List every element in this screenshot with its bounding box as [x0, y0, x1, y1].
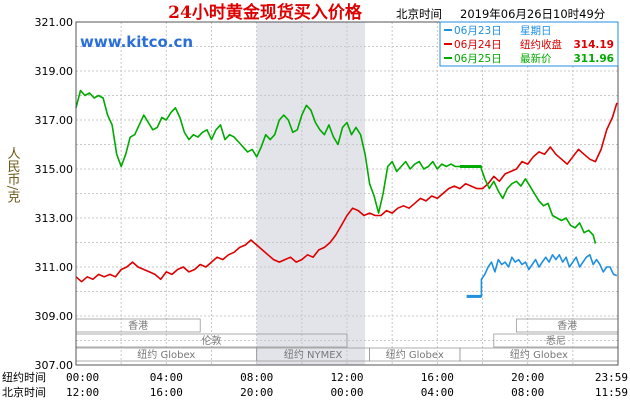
- market-session-label: 纽约 Globex: [510, 348, 568, 361]
- x-tick-label: 04:00: [150, 371, 183, 384]
- series-line-2: [75, 102, 618, 283]
- x-tick-label: 00:00: [66, 371, 99, 384]
- legend-label: 星期日: [520, 25, 552, 37]
- y-tick-label: 309.00: [35, 310, 74, 323]
- y-tick-label: 319.00: [35, 65, 74, 78]
- legend: 06月23日 星期日 06月24日 纽约收盘 314.19 06月25日 最新价 311.96: [439, 21, 619, 67]
- legend-label: 纽约收盘: [520, 38, 562, 51]
- market-session-label: 香港: [557, 320, 577, 332]
- y-axis-label: 人民币/克: [5, 147, 21, 205]
- x-axis-row-label: 纽约时间: [2, 370, 46, 384]
- market-session-label: 香港: [128, 320, 148, 332]
- legend-value: 314.19: [573, 39, 614, 51]
- market-session-label: 纽约 Globex: [386, 348, 444, 361]
- x-tick-label: 16:00: [421, 371, 454, 384]
- y-tick-label: 317.00: [35, 114, 74, 127]
- series-line-3: [75, 89, 597, 244]
- market-session-label: 伦敦: [202, 334, 222, 347]
- y-tick-label: 321.00: [35, 16, 74, 29]
- y-axis-label-text: 人民币/克: [5, 147, 21, 205]
- y-tick-label: 315.00: [35, 163, 74, 176]
- x-tick-label: 12:00: [330, 371, 363, 384]
- series-line-1: [466, 254, 618, 298]
- timezone-label: 北京时间: [396, 7, 442, 21]
- chart-title: 24小时黄金现货买入价格: [168, 2, 363, 23]
- x-tick-label: 20:00: [240, 386, 273, 399]
- plot-frame: [75, 21, 619, 366]
- y-tick-label: 313.00: [35, 212, 74, 225]
- x-tick-label: 11:59: [595, 386, 628, 399]
- legend-value: 311.96: [573, 53, 614, 65]
- market-session-label: 纽约 Globex: [137, 348, 195, 361]
- legend-date: 06月25日: [454, 53, 502, 65]
- y-tick-label: 311.00: [35, 261, 74, 274]
- legend-date: 06月23日: [454, 25, 502, 37]
- x-tick-label: 08:00: [511, 386, 544, 399]
- legend-date: 06月24日: [454, 39, 502, 51]
- market-session-label: 纽约 NYMEX: [284, 348, 343, 361]
- x-tick-label: 12:00: [66, 386, 99, 399]
- y-tick-label: 307.00: [35, 359, 74, 372]
- x-tick-label: 08:00: [240, 371, 273, 384]
- x-axis-row-label: 北京时间: [2, 385, 46, 399]
- market-session-label: 悉尼: [546, 335, 566, 347]
- x-tick-label: 23:59: [595, 371, 628, 384]
- x-tick-label: 00:00: [330, 386, 363, 399]
- legend-label: 最新价: [520, 52, 552, 65]
- x-tick-label: 16:00: [150, 386, 183, 399]
- watermark: www.kitco.cn: [80, 33, 193, 51]
- legend-box: [439, 21, 619, 67]
- x-tick-label: 20:00: [511, 371, 544, 384]
- x-tick-label: 04:00: [421, 386, 454, 399]
- timestamp: 2019年06月26日10时49分: [460, 7, 606, 21]
